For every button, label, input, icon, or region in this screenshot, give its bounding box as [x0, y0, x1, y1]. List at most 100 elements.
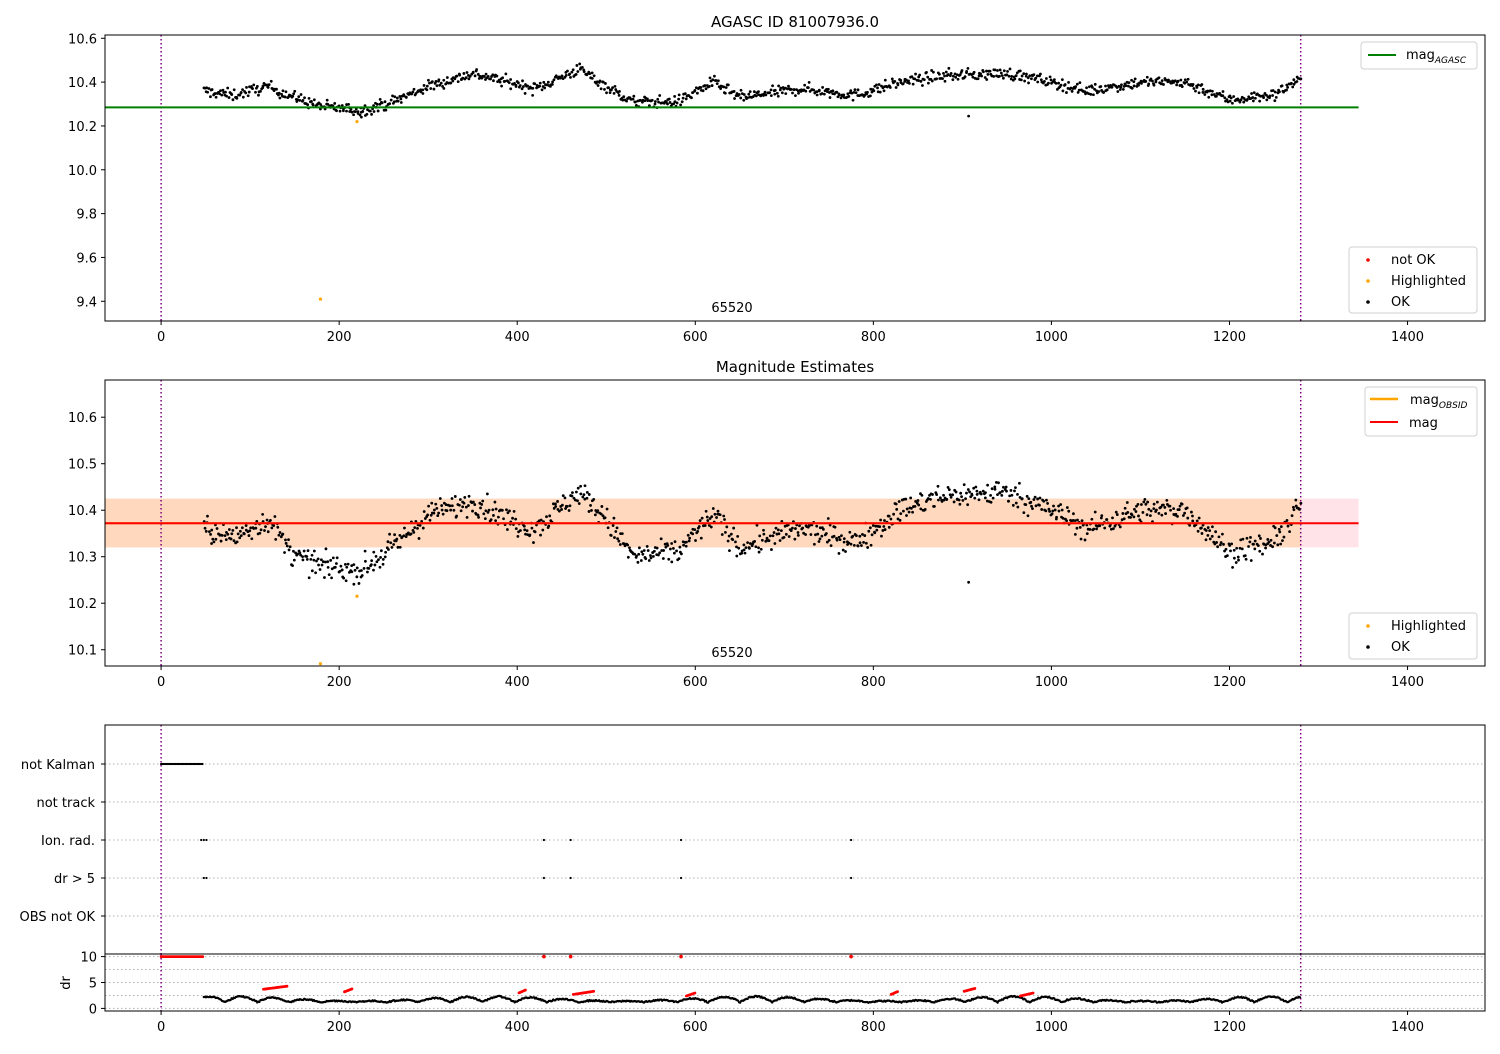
p1-point — [1018, 69, 1022, 73]
p2-point — [670, 542, 674, 545]
p1-point — [210, 88, 214, 91]
p1-point — [1030, 77, 1033, 81]
p1-point — [482, 75, 486, 78]
dr-not-ok-point — [693, 991, 697, 995]
p1-point — [949, 74, 952, 78]
p1-point — [625, 99, 628, 103]
p2-point — [492, 514, 495, 517]
p1-point — [291, 94, 295, 98]
p1-point — [306, 103, 310, 107]
p1-point — [347, 102, 350, 106]
p2-point — [1076, 518, 1079, 522]
p1-point — [693, 89, 697, 92]
p2-point — [273, 515, 277, 518]
panel-agasc-legend-bottom[interactable]: not OK Highlighted OK — [1348, 246, 1478, 314]
p1-point — [471, 70, 475, 74]
p2-point — [314, 571, 318, 575]
p1-point — [764, 93, 768, 97]
p1-point — [492, 79, 495, 83]
p1-point — [501, 76, 505, 80]
p1-ytick-label-9.4: 9.4 — [76, 295, 97, 310]
p1-point — [509, 87, 513, 91]
p2-point — [1013, 489, 1016, 493]
flag-marks-0 — [159, 762, 204, 766]
p2-point — [1191, 514, 1194, 518]
p2-point — [467, 504, 470, 507]
p2-point — [1010, 493, 1014, 497]
p2-point — [609, 534, 613, 537]
p2-point — [302, 549, 306, 553]
p1-point — [938, 72, 941, 76]
p2-point — [417, 537, 421, 540]
p1-point — [1043, 80, 1046, 83]
p2-ytick-label-10.6: 10.6 — [68, 411, 97, 426]
p1-point — [1183, 78, 1187, 82]
p2-point — [1258, 549, 1262, 553]
p1-point — [396, 99, 400, 103]
p2-point — [1045, 498, 1048, 502]
p2-point — [547, 524, 551, 528]
panel-agasc-legend-top[interactable]: magAGASC — [1360, 41, 1478, 70]
panel-flags: not Kalman not track Ion. rad. dr > 5 OB… — [20, 724, 1486, 955]
p1-point — [646, 99, 650, 103]
p1-point — [1157, 76, 1161, 80]
p1-point — [979, 72, 982, 76]
p2-point — [1241, 537, 1245, 541]
p2-point — [429, 513, 433, 517]
p1-point — [998, 68, 1002, 72]
p1-point — [333, 102, 337, 105]
p1-point — [1251, 96, 1255, 99]
p2-point — [310, 553, 314, 557]
p1-ytick-label-10.6: 10.6 — [68, 32, 97, 47]
p2-point — [1051, 509, 1055, 513]
p1-point — [739, 96, 743, 100]
p2-point — [514, 517, 518, 521]
p2-point — [1279, 542, 1283, 546]
p2-point — [791, 526, 794, 530]
p2-point — [390, 546, 394, 549]
p2-point — [1053, 508, 1057, 512]
p2-point — [418, 523, 422, 527]
p1-point — [680, 100, 684, 104]
p2-point — [951, 493, 954, 497]
panel-estimates: Magnitude Estimates 0 200 400 600 800 1000 120… — [68, 358, 1486, 690]
p1-point — [281, 89, 285, 93]
p2-point — [744, 546, 748, 550]
p2-point — [887, 514, 891, 518]
p1-point — [1048, 75, 1052, 79]
p1-point — [1185, 80, 1189, 84]
p1-point — [244, 91, 248, 95]
p2-point — [1002, 485, 1005, 489]
p1-point — [1228, 99, 1232, 103]
p2-point — [1050, 512, 1054, 516]
panel-estimates-legend-bottom[interactable]: Highlighted OK — [1348, 612, 1478, 660]
p2-point — [296, 552, 300, 556]
p2-point — [489, 518, 493, 522]
p2-point — [947, 488, 951, 492]
p1-point — [245, 86, 248, 89]
p1-point — [576, 70, 580, 73]
p2-point — [383, 555, 387, 559]
p1-point — [949, 71, 953, 75]
p1-point — [1093, 82, 1097, 86]
p2-point — [428, 518, 432, 522]
p2-point — [387, 548, 390, 551]
p2-point — [1072, 512, 1075, 516]
p1-point — [1000, 74, 1004, 78]
p1-point — [694, 86, 698, 90]
p1-point — [266, 86, 270, 89]
p2-point — [482, 512, 486, 516]
p1-point — [475, 68, 479, 71]
p1-point — [868, 94, 872, 98]
p2-point — [323, 576, 326, 579]
p2-point — [748, 547, 751, 550]
p1-point — [716, 79, 720, 83]
p1-xtick-label-0: 0 — [157, 330, 165, 345]
p1-point — [1119, 85, 1123, 89]
p2-point — [413, 526, 417, 530]
p2-point — [232, 539, 236, 543]
panel-estimates-legend-top[interactable]: magOBSID mag — [1364, 386, 1478, 437]
p1-point — [821, 86, 825, 89]
p2-point — [994, 480, 998, 484]
p1-point — [690, 96, 693, 100]
